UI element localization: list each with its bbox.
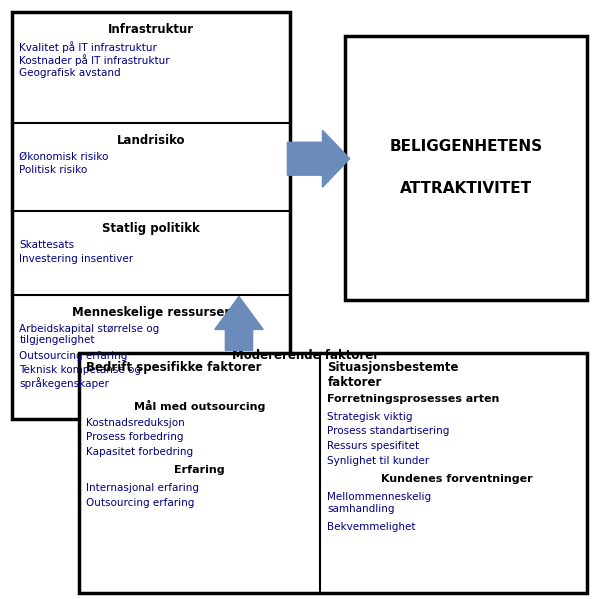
Text: Landrisiko: Landrisiko bbox=[117, 134, 186, 147]
Text: Bedrift spesifikke faktorer: Bedrift spesifikke faktorer bbox=[86, 361, 261, 374]
Text: Forretningsprosesses arten: Forretningsprosesses arten bbox=[327, 394, 500, 404]
Text: Strategisk viktig: Strategisk viktig bbox=[327, 412, 413, 422]
Text: Investering insentiver: Investering insentiver bbox=[19, 253, 134, 264]
Text: Skattesats: Skattesats bbox=[19, 240, 74, 250]
Text: Prosess standartisering: Prosess standartisering bbox=[327, 426, 450, 437]
Text: Menneskelige ressurser: Menneskelige ressurser bbox=[72, 305, 231, 319]
Text: Mål med outsourcing: Mål med outsourcing bbox=[134, 400, 265, 412]
Text: Infrastruktur: Infrastruktur bbox=[108, 23, 194, 36]
Text: Teknisk kompetanse og
språkegenskaper: Teknisk kompetanse og språkegenskaper bbox=[19, 365, 142, 389]
Text: Geografisk avstand: Geografisk avstand bbox=[19, 68, 121, 78]
Text: Kundenes forventninger: Kundenes forventninger bbox=[381, 474, 533, 485]
FancyBboxPatch shape bbox=[79, 353, 587, 593]
Text: Kvalitet på IT infrastruktur: Kvalitet på IT infrastruktur bbox=[19, 41, 157, 53]
Text: Mellommenneskelig
samhandling: Mellommenneskelig samhandling bbox=[327, 492, 431, 514]
Text: Politisk risiko: Politisk risiko bbox=[19, 165, 88, 176]
Polygon shape bbox=[287, 131, 350, 187]
Text: Arbeidskapital størrelse og
tilgjengelighet: Arbeidskapital størrelse og tilgjengelig… bbox=[19, 323, 160, 345]
Text: ATTRAKTIVITET: ATTRAKTIVITET bbox=[400, 181, 532, 196]
Text: Modererende faktorer: Modererende faktorer bbox=[232, 349, 379, 362]
Text: Ressurs spesifitet: Ressurs spesifitet bbox=[327, 441, 419, 452]
Polygon shape bbox=[215, 297, 263, 350]
Text: Erfaring: Erfaring bbox=[174, 465, 224, 476]
Text: Synlighet til kunder: Synlighet til kunder bbox=[327, 456, 430, 467]
Text: Prosess forbedring: Prosess forbedring bbox=[86, 432, 183, 443]
FancyBboxPatch shape bbox=[12, 12, 290, 419]
Text: Bekvemmelighet: Bekvemmelighet bbox=[327, 522, 416, 533]
Text: Situasjonsbestemte
faktorer: Situasjonsbestemte faktorer bbox=[327, 361, 459, 389]
Text: Kostnader på IT infrastruktur: Kostnader på IT infrastruktur bbox=[19, 55, 170, 66]
Text: Statlig politikk: Statlig politikk bbox=[102, 222, 200, 235]
Text: Kostnadsreduksjon: Kostnadsreduksjon bbox=[86, 418, 185, 428]
Text: BELIGGENHETENS: BELIGGENHETENS bbox=[389, 139, 543, 155]
FancyBboxPatch shape bbox=[345, 36, 587, 300]
Text: Økonomisk risiko: Økonomisk risiko bbox=[19, 152, 109, 162]
Text: Internasjonal erfaring: Internasjonal erfaring bbox=[86, 483, 199, 494]
Text: Outsourcing erfaring: Outsourcing erfaring bbox=[19, 351, 128, 361]
Text: Outsourcing erfaring: Outsourcing erfaring bbox=[86, 498, 194, 509]
Text: Kapasitet forbedring: Kapasitet forbedring bbox=[86, 447, 193, 458]
